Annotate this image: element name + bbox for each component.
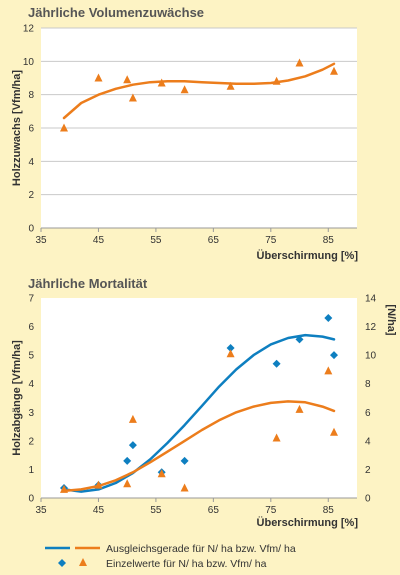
chart2-series [60,314,338,493]
chart1-y-ticks: 0 2 4 6 8 10 12 [23,24,35,235]
chart1-point-orange [157,78,166,87]
chart2-plot-area [41,298,357,498]
chart1-x-tick-label: 85 [323,235,335,246]
legend-point-label: Einzelwerte für N/ ha bzw. Vfm/ ha [106,558,267,570]
chart2-y2-axis-label: [N/ha] [385,304,397,336]
legend-diamond-marker [58,559,66,567]
chart2-y-tick-label: 2 [28,436,34,447]
chart1-point-orange [60,123,68,132]
chart2-point-orange [295,404,304,413]
chart1-y-tick-label: 10 [23,57,35,68]
chart2-point-orange [180,483,189,492]
chart1-y-tick-label: 0 [28,224,34,235]
chart2-y-axis-label: Holzabgänge [Vfm/ha] [11,340,23,456]
chart1-y-tick-label: 2 [28,190,34,201]
legend: Ausgleichsgerade für N/ ha bzw. Vfm/ ha … [45,543,296,570]
chart2-x-tick-label: 75 [265,505,277,516]
chart2-y-tick-label: 7 [28,294,34,305]
chart1-y-tick-label: 12 [23,24,35,35]
chart2-y-tick-label: 0 [28,494,34,505]
chart1-x-tick-label: 45 [93,235,105,246]
chart2-point-orange [60,484,68,493]
chart2-x-axis-label: Überschirmung [%] [257,516,359,529]
chart2-y-tick-label: 3 [28,408,34,419]
chart2-point-blue [180,456,189,465]
chart1-point-orange [272,76,281,85]
chart1-point-orange [330,66,338,75]
chart2-y-tick-label: 4 [28,379,34,390]
chart2-y-tick-label: 5 [28,351,34,362]
legend-triangle-marker [79,558,87,566]
chart2-point-orange [226,349,235,358]
chart2-y-tick-label: 6 [28,322,34,333]
chart2-point-orange [324,366,333,375]
chart1-gridlines [41,27,357,196]
chart1-point-orange [180,85,189,94]
chart1-y-axis-label: Holzzuwachs [Vfm/ha] [11,70,23,186]
chart1-y-tick-label: 6 [28,124,34,135]
chart2-point-orange [330,427,338,436]
chart1-point-orange [94,73,103,82]
chart2-point-blue [226,344,235,352]
chart1-point-orange [295,58,304,67]
chart2-y-tick-label: 1 [28,465,34,476]
legend-line-label: Ausgleichsgerade für N/ ha bzw. Vfm/ ha [106,543,296,555]
chart2-y2-tick-label: 4 [365,436,371,447]
chart1-point-orange [123,75,132,84]
chart1-title: Jährliche Volumenzuwächse [28,5,204,20]
chart2-point-orange [128,414,137,423]
chart2-y2-tick-label: 6 [365,408,371,419]
chart1-x-axis-label: Überschirmung [%] [257,249,359,262]
chart2-fit-curve-blue [62,333,336,493]
chart2-y2-tick-label: 8 [365,379,371,390]
chart2-x-tick-label: 85 [323,505,335,516]
chart1-point-orange [128,93,137,102]
chart1-y-tick-label: 4 [28,157,34,168]
chart2-point-orange [123,479,132,488]
chart2-y2-tick-label: 12 [365,322,377,333]
chart2-y2-tick-label: 14 [365,294,377,305]
chart1-y-tick-label: 8 [28,90,34,101]
chart2-point-blue [128,441,137,450]
chart1-x-tick-label: 65 [208,235,220,246]
chart2-x-tick-label: 65 [208,505,220,516]
chart2-y2-tick-label: 2 [365,465,371,476]
chart2-point-blue [272,359,281,368]
chart-volumenzuwaechse: Jährliche Volumenzuwächse 0 2 4 6 8 10 12 35 45… [11,5,358,262]
chart2-fit-curve-orange [62,400,336,493]
chart1-fit-curve-orange [62,62,336,120]
chart2-y2-tick-label: 10 [365,351,377,362]
chart2-y2-ticks: 0 2 4 6 8 10 12 14 [365,294,377,505]
chart2-x-tick-label: 55 [150,505,162,516]
chart1-x-tick-label: 35 [35,235,47,246]
chart2-y2-tick-label: 0 [365,494,371,505]
chart2-point-orange [94,480,103,489]
chart1-point-orange [226,81,235,90]
chart2-point-blue [295,335,304,344]
chart2-point-orange [157,469,166,478]
chart2-point-orange [272,433,281,442]
chart2-y-ticks: 0 1 2 3 4 5 6 7 [28,294,34,505]
chart2-point-blue [330,351,338,360]
chart2-point-blue [324,314,333,322]
chart2-point-blue [123,456,132,465]
chart2-x-tick-label: 35 [35,505,47,516]
chart1-x-tick-label: 75 [265,235,277,246]
chart2-x-tick-label: 45 [93,505,105,516]
chart2-x-ticks: 35 45 55 65 75 85 [35,497,357,516]
chart1-x-tick-label: 55 [150,235,162,246]
chart1-series [60,58,338,132]
chart1-x-ticks: 35 45 55 65 75 85 [35,227,357,246]
chart2-title: Jährliche Mortalität [28,276,148,291]
